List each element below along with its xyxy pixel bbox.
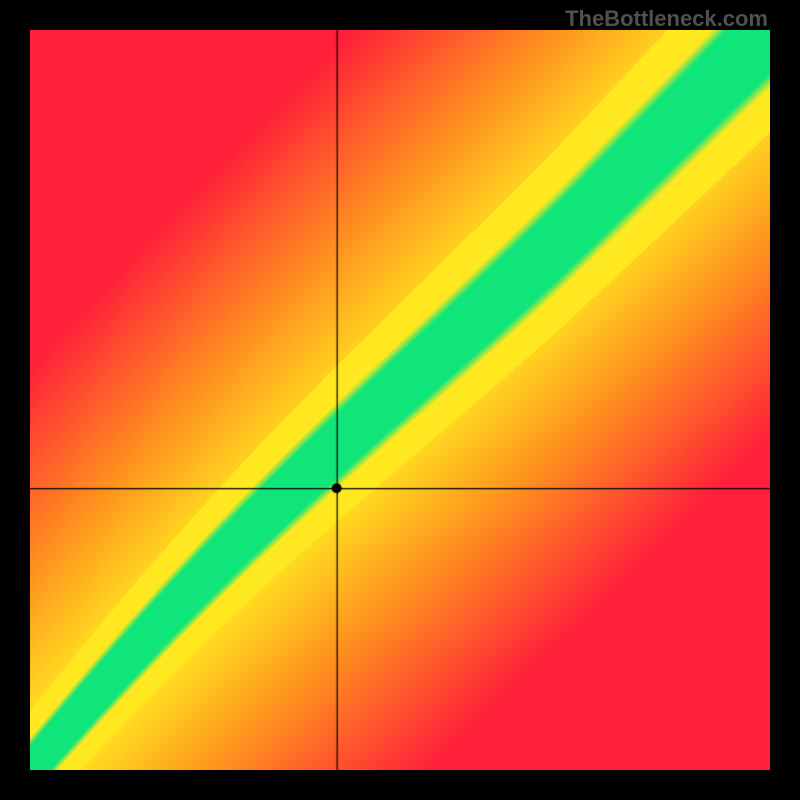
- bottleneck-heatmap: [30, 30, 770, 770]
- plot-area: [30, 30, 770, 770]
- chart-frame: TheBottleneck.com: [0, 0, 800, 800]
- attribution-label: TheBottleneck.com: [565, 6, 768, 32]
